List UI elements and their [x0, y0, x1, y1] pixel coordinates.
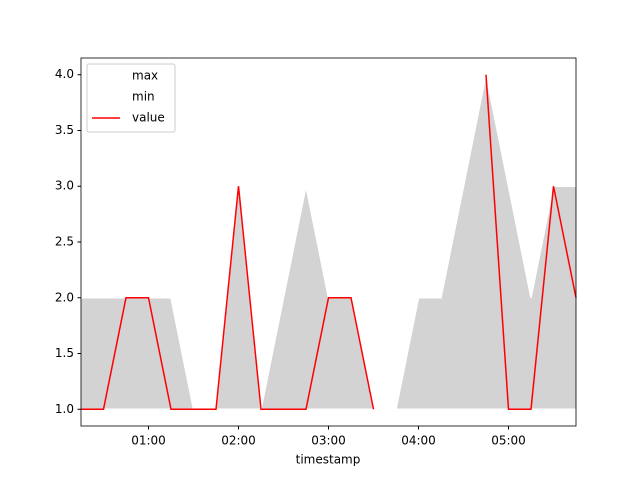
- legend-label: min: [132, 90, 155, 104]
- y-tick-label: 1.5: [55, 346, 74, 360]
- x-axis-label: timestamp: [296, 453, 361, 467]
- legend-box: [86, 63, 176, 133]
- y-tick-label: 3.5: [55, 123, 74, 137]
- y-tick-label: 3.0: [55, 179, 74, 193]
- y-tick-label: 4.0: [55, 67, 74, 81]
- x-tick-label: 04:00: [401, 434, 436, 448]
- x-tick-label: 03:00: [311, 434, 346, 448]
- y-tick-label: 2.5: [55, 235, 74, 249]
- x-tick-label: 05:00: [491, 434, 526, 448]
- y-tick-label: 1.0: [55, 402, 74, 416]
- legend-label: value: [132, 111, 165, 125]
- series-line: [81, 74, 577, 411]
- x-tick-label: 01:00: [131, 434, 166, 448]
- y-tick-label: 2.0: [55, 290, 74, 304]
- range-fill: [81, 74, 576, 410]
- legend-label: max: [132, 69, 158, 83]
- x-tick-label: 02:00: [221, 434, 256, 448]
